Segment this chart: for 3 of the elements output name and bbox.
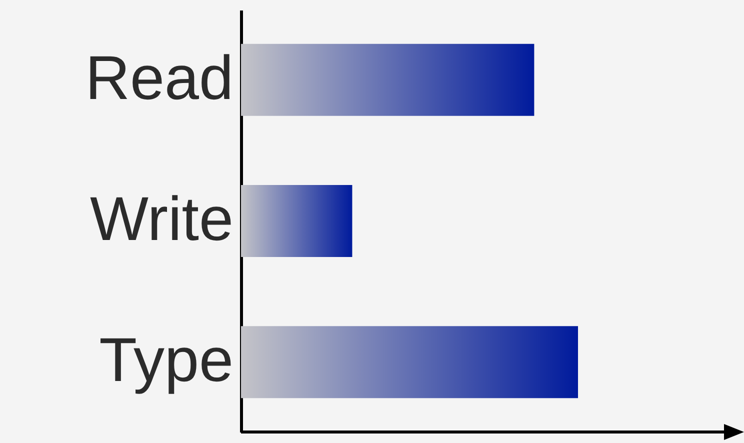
y-tick-label: Read	[85, 44, 234, 113]
y-tick-label: Type	[99, 326, 234, 396]
y-tick-label: Write	[90, 185, 234, 254]
